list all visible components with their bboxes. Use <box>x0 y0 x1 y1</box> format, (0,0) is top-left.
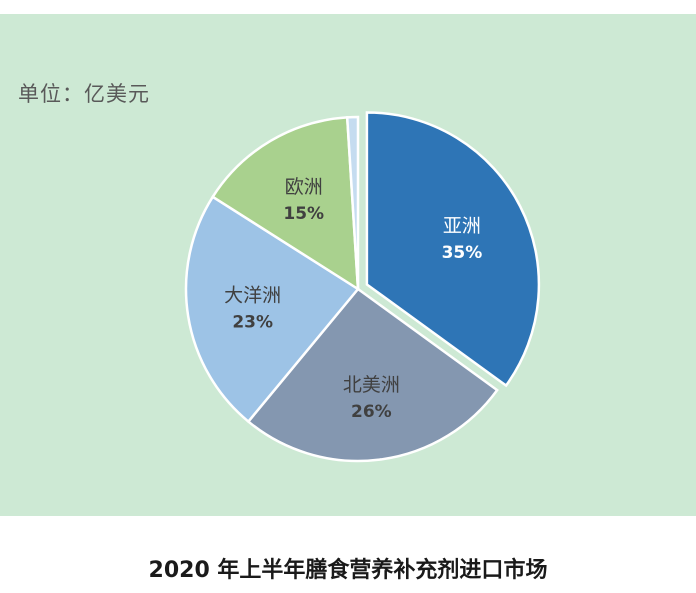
pie-slice-north-america <box>246 287 499 463</box>
pie-slice-other <box>345 115 360 290</box>
pie-slice-oceania <box>184 195 360 424</box>
pie-slice-europe <box>211 116 360 292</box>
slice-percent-oceania: 23% <box>232 313 273 333</box>
slice-label-asia: 亚洲 <box>443 215 481 237</box>
slice-label-north-america: 北美洲 <box>343 374 400 396</box>
slice-percent-asia: 35% <box>442 243 483 263</box>
unit-label: 单位：亿美元 <box>18 82 150 106</box>
slice-percent-europe: 15% <box>283 204 324 224</box>
slice-percent-north-america: 26% <box>351 402 392 422</box>
chart-caption: 2020 年上半年膳食营养补充剂进口市场 <box>148 558 548 583</box>
slice-label-oceania: 大洋洲 <box>224 285 281 307</box>
pie-slice-asia <box>365 111 541 388</box>
slice-label-europe: 欧洲 <box>285 176 323 198</box>
